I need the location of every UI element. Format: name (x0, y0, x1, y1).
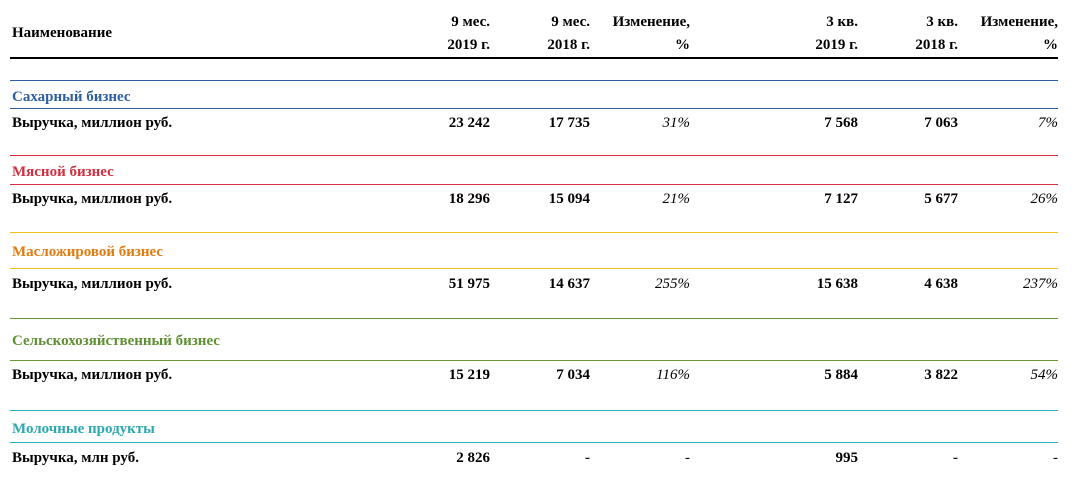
cell: 5 677 (924, 191, 958, 207)
rule (10, 410, 1058, 411)
rule (10, 232, 1058, 233)
cell: 23 242 (448, 115, 490, 131)
rule (10, 318, 1058, 319)
cell: 995 (835, 450, 859, 466)
header-name: Наименование (12, 25, 112, 41)
section-title: Сахарный бизнес (12, 89, 131, 105)
header-cell: 2019 г. (815, 37, 858, 53)
rule (10, 268, 1058, 269)
cell: 7 034 (556, 367, 590, 383)
cell: 5 884 (824, 367, 858, 383)
cell: 255% (655, 276, 690, 292)
cell: 14 637 (548, 276, 590, 292)
header-cell: 9 мес. (451, 14, 490, 30)
section-title: Масложировой бизнес (12, 244, 164, 260)
header-cell: 2018 г. (547, 37, 590, 53)
cell: 4 638 (924, 276, 958, 292)
cell: 15 219 (448, 367, 490, 383)
cell: 21% (662, 191, 691, 207)
cell: - (585, 450, 590, 466)
cell: 54% (1030, 367, 1059, 383)
rule (10, 80, 1058, 81)
cell: 51 975 (448, 276, 490, 292)
header-cell: Изменение, (612, 14, 690, 30)
row-label: Выручка, млн руб. (12, 450, 139, 466)
header-cell: 2019 г. (447, 37, 490, 53)
section-title: Молочные продукты (12, 421, 155, 437)
rule (10, 184, 1058, 185)
cell: 31% (662, 115, 691, 131)
cell: - (953, 450, 958, 466)
row-label: Выручка, миллион руб. (12, 191, 173, 207)
cell: 15 094 (548, 191, 590, 207)
cell: - (1053, 450, 1058, 466)
header-cell: Изменение, (980, 14, 1058, 30)
cell: 237% (1023, 276, 1058, 292)
cell: 7% (1038, 115, 1058, 131)
rule (10, 442, 1058, 443)
cell: 7 127 (824, 191, 858, 207)
cell: 17 735 (548, 115, 590, 131)
cell: 116% (656, 367, 690, 383)
header-cell: % (1043, 37, 1058, 53)
header-cell: 3 кв. (926, 14, 958, 30)
cell: - (685, 450, 690, 466)
row-label: Выручка, миллион руб. (12, 367, 173, 383)
rule (10, 155, 1058, 156)
cell: 2 826 (456, 450, 490, 466)
section-title: Сельскохозяйственный бизнес (12, 333, 220, 349)
cell: 26% (1030, 191, 1059, 207)
header-cell: 3 кв. (826, 14, 858, 30)
cell: 7 568 (824, 115, 858, 131)
row-label: Выручка, миллион руб. (12, 115, 173, 131)
cell: 18 296 (448, 191, 490, 207)
cell: 15 638 (816, 276, 858, 292)
cell: 3 822 (924, 367, 958, 383)
rule (10, 108, 1058, 109)
rule (10, 57, 1058, 59)
section-title: Мясной бизнес (12, 164, 114, 180)
rule (10, 360, 1058, 361)
cell: 7 063 (924, 115, 958, 131)
header-cell: % (675, 37, 690, 53)
row-label: Выручка, миллион руб. (12, 276, 173, 292)
header-cell: 9 мес. (551, 14, 590, 30)
header-cell: 2018 г. (915, 37, 958, 53)
